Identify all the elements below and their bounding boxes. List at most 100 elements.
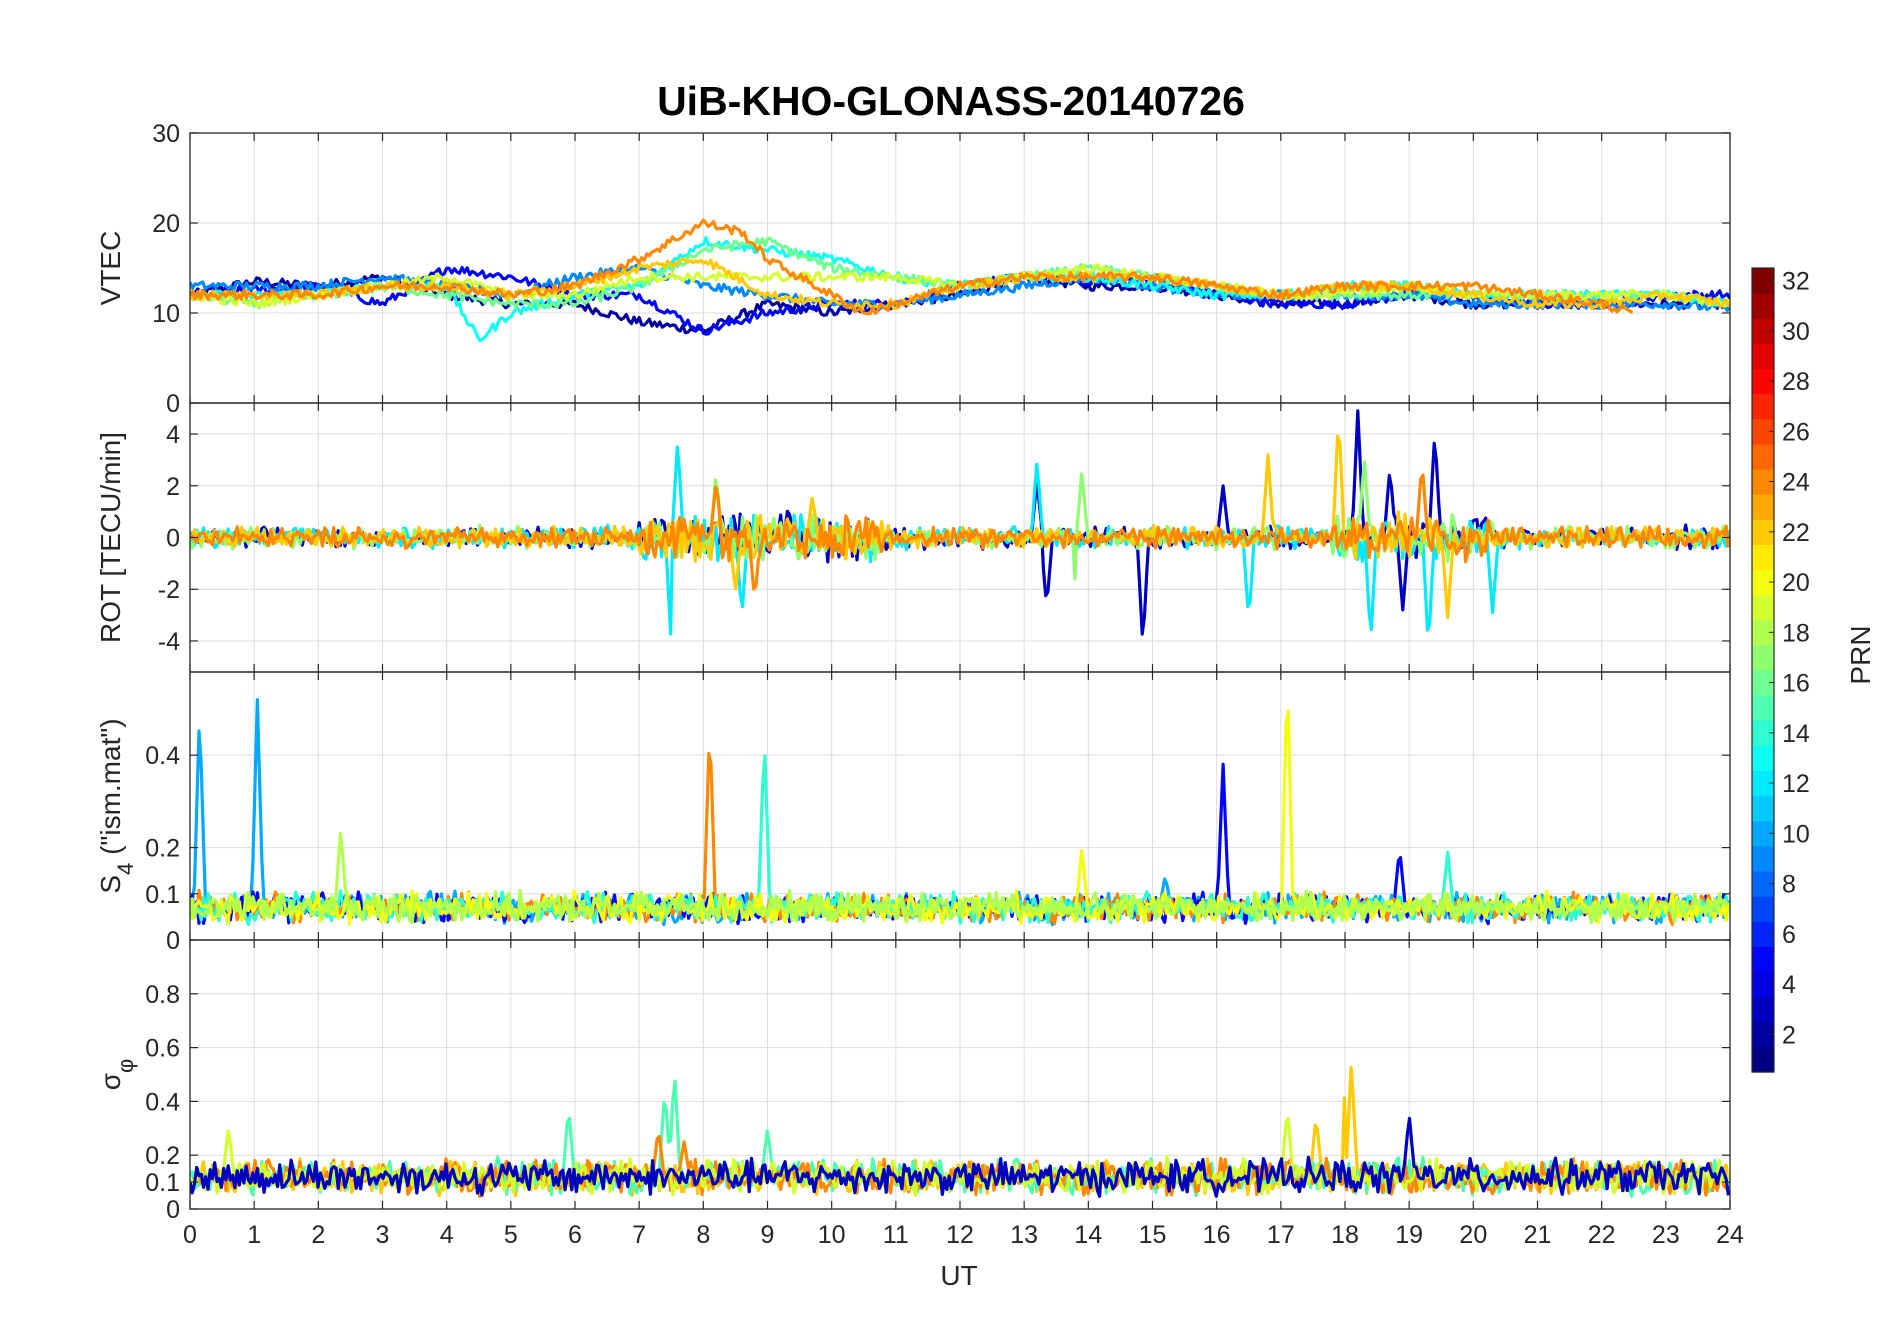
colorbar-segment <box>1752 1021 1774 1048</box>
x-tick-label: 16 <box>1203 1221 1231 1249</box>
colorbar-segment <box>1752 670 1774 696</box>
colorbar-segment <box>1752 921 1774 947</box>
panel-data <box>190 1065 1730 1199</box>
panel-rot: -4 -2 0 2 4 ROT [TECU/min] <box>95 402 1731 673</box>
colorbar-segment <box>1752 443 1774 470</box>
colorbar-segment <box>1752 720 1774 746</box>
colorbar-segment <box>1752 971 1774 998</box>
y-tick-label: 0.1 <box>145 881 180 909</box>
y-tick-label: 0.8 <box>145 981 180 1009</box>
y-axis-label: σφ <box>95 1059 138 1091</box>
x-tick-label: 22 <box>1588 1221 1616 1249</box>
x-tick-label: 15 <box>1139 1221 1167 1249</box>
y-tick-label: 0.4 <box>145 742 180 770</box>
x-tick-label: 4 <box>440 1221 454 1249</box>
colorbar-tick-label: 6 <box>1782 921 1796 949</box>
y-tick-label: 0.2 <box>145 1142 180 1170</box>
x-tick-label: 5 <box>504 1221 518 1249</box>
x-axis-label: UT <box>940 1260 977 1291</box>
x-tick-label: 17 <box>1267 1221 1295 1249</box>
colorbar-tick-label: 4 <box>1782 971 1796 999</box>
y-tick-label: -2 <box>158 576 180 604</box>
panel-sigma: 0 1 2 3 4 5 6 7 8 9 10 11 12 13 14 15 16 17 18 19 20 21 22 23 24… <box>95 939 1744 1249</box>
y-tick-label: 0 <box>166 525 180 553</box>
series-prn-3 <box>190 409 1730 636</box>
colorbar-tick-label: 24 <box>1782 469 1810 497</box>
x-tick-label: 23 <box>1652 1221 1680 1249</box>
colorbar-segment <box>1752 896 1774 922</box>
colorbar-segment <box>1752 368 1774 395</box>
colorbar-segment <box>1752 544 1774 571</box>
colorbar-segment <box>1752 594 1774 621</box>
y-tick-label: 4 <box>166 421 180 449</box>
colorbar-segment <box>1752 770 1774 797</box>
colorbar-segment <box>1752 745 1774 772</box>
colorbar-segment <box>1752 343 1774 370</box>
colorbar-label: PRN <box>1845 625 1876 684</box>
panel-s4: 0 0.1 0.2 0.4S4 ("ism.mat") <box>95 671 1731 955</box>
x-tick-label: 18 <box>1331 1221 1359 1249</box>
colorbar-tick-label: 26 <box>1782 418 1810 446</box>
x-tick-label: 20 <box>1459 1221 1487 1249</box>
y-tick-label: -4 <box>158 628 180 656</box>
y-tick-label: 0.6 <box>145 1035 180 1063</box>
colorbar-segment <box>1752 619 1774 646</box>
colorbar-segment <box>1752 393 1774 420</box>
colorbar-segment <box>1752 871 1774 897</box>
x-tick-label: 11 <box>883 1221 909 1249</box>
x-tick-label: 24 <box>1716 1221 1744 1249</box>
y-axis-label: S4 ("ism.mat") <box>95 718 138 893</box>
y-axis-label: VTEC <box>95 231 126 306</box>
colorbar-segment <box>1752 318 1774 344</box>
panel-data <box>190 409 1730 636</box>
panel-grid <box>189 132 1731 404</box>
y-axis-label: ROT [TECU/min] <box>95 432 126 643</box>
colorbar-segment <box>1752 795 1774 822</box>
y-tick-label: 30 <box>152 120 180 148</box>
colorbar-tick-label: 2 <box>1782 1021 1796 1049</box>
panel-data <box>190 218 1730 343</box>
x-tick-label: 8 <box>696 1221 710 1249</box>
x-tick-label: 13 <box>1010 1221 1038 1249</box>
x-tick-label: 6 <box>568 1221 582 1249</box>
y-tick-label: 0 <box>166 1196 180 1224</box>
colorbar-tick-label: 10 <box>1782 820 1810 848</box>
colorbar-tick-label: 12 <box>1782 770 1810 798</box>
y-tick-label: 0.4 <box>145 1088 180 1116</box>
series-prn-24 <box>190 473 1730 591</box>
series-prn-18 <box>190 831 1730 925</box>
colorbar-segment <box>1752 820 1774 847</box>
colorbar-segment <box>1752 845 1774 872</box>
y-tick-label: 0.1 <box>145 1169 180 1197</box>
y-tick-label: 0 <box>166 390 180 418</box>
colorbar-tick-label: 14 <box>1782 720 1810 748</box>
colorbar-segment <box>1752 644 1774 671</box>
y-tick-label: 20 <box>152 210 180 238</box>
x-tick-label: 0 <box>183 1221 197 1249</box>
x-tick-label: 12 <box>946 1221 974 1249</box>
colorbar-segment <box>1752 695 1774 721</box>
colorbar-tick-label: 30 <box>1782 318 1810 346</box>
x-tick-label: 9 <box>761 1221 775 1249</box>
colorbar-segment <box>1752 996 1774 1023</box>
colorbar-tick-label: 20 <box>1782 569 1810 597</box>
x-tick-label: 2 <box>311 1221 325 1249</box>
panel-vtec: 0 10 20 30 VTEC <box>95 120 1731 418</box>
colorbar-segment <box>1752 494 1774 520</box>
colorbar-tick-label: 22 <box>1782 519 1810 547</box>
series-prn-19 <box>190 263 1730 309</box>
y-tick-label: 10 <box>152 300 180 328</box>
colorbar-tick-label: 28 <box>1782 368 1810 396</box>
colorbar-frame <box>1751 267 1775 1073</box>
colorbar-segment <box>1752 946 1774 973</box>
colorbar-tick-label: 8 <box>1782 871 1796 899</box>
x-tick-label: 7 <box>632 1221 646 1249</box>
x-tick-label: 10 <box>818 1221 846 1249</box>
x-tick-label: 1 <box>247 1221 261 1249</box>
series-prn-10 <box>190 698 1730 927</box>
series-prn-20 <box>190 709 1730 926</box>
colorbar-segment <box>1752 418 1774 445</box>
